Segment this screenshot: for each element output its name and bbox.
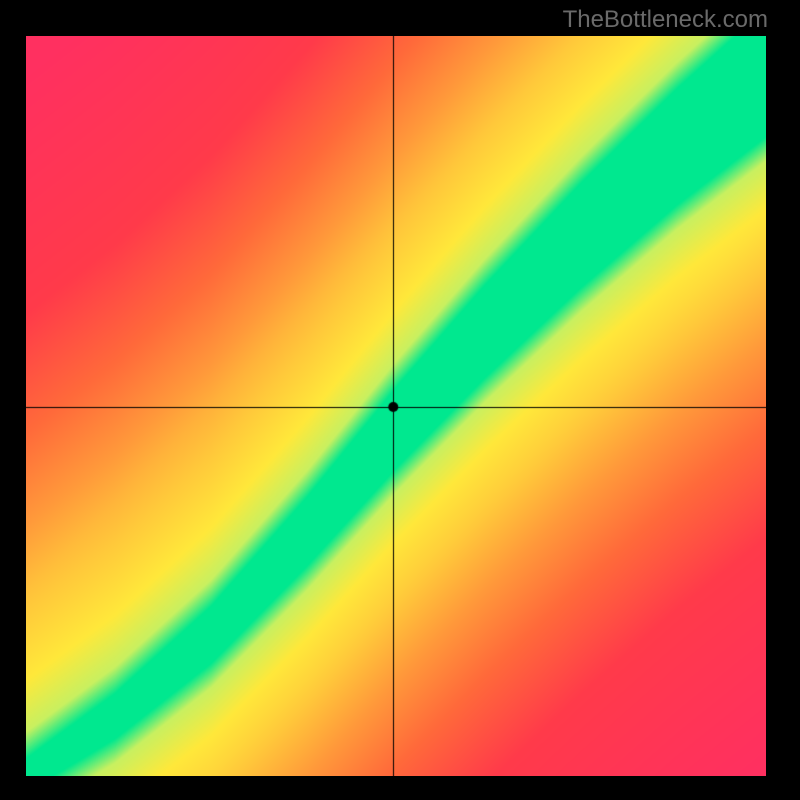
watermark-text: TheBottleneck.com	[563, 6, 768, 34]
chart-container: TheBottleneck.com	[0, 0, 800, 800]
bottleneck-heatmap	[26, 36, 766, 776]
